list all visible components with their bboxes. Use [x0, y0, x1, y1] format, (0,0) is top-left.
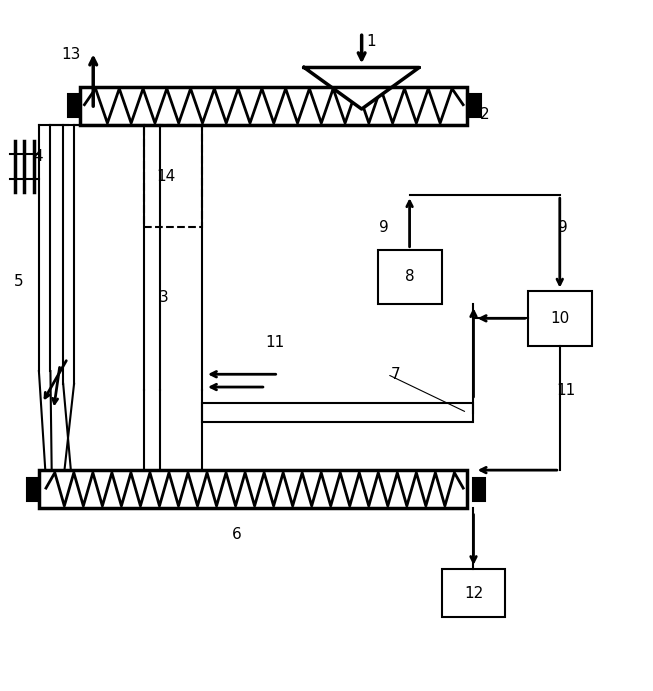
Text: 12: 12: [464, 586, 483, 600]
Bar: [27, 477, 39, 501]
Text: 1: 1: [366, 35, 376, 50]
Text: 11: 11: [556, 383, 576, 398]
Text: 7: 7: [390, 367, 400, 381]
Bar: [473, 477, 485, 501]
Text: 5: 5: [14, 274, 24, 289]
Bar: [202, 403, 473, 422]
Bar: [441, 569, 505, 617]
Bar: [144, 125, 202, 227]
Text: 8: 8: [405, 269, 415, 284]
Text: 3: 3: [159, 290, 168, 305]
Text: 13: 13: [61, 47, 80, 62]
Text: 6: 6: [232, 527, 242, 542]
Text: 4: 4: [34, 149, 43, 164]
Bar: [528, 291, 592, 346]
Text: 9: 9: [558, 220, 568, 235]
Bar: [80, 86, 467, 125]
Text: 11: 11: [266, 335, 285, 350]
Text: 10: 10: [550, 311, 569, 326]
Text: 14: 14: [156, 169, 175, 184]
Text: 2: 2: [480, 106, 490, 122]
Bar: [39, 470, 467, 509]
Bar: [68, 95, 80, 117]
Bar: [377, 249, 441, 304]
Bar: [467, 95, 481, 117]
Polygon shape: [304, 68, 419, 109]
Text: 9: 9: [379, 220, 389, 235]
